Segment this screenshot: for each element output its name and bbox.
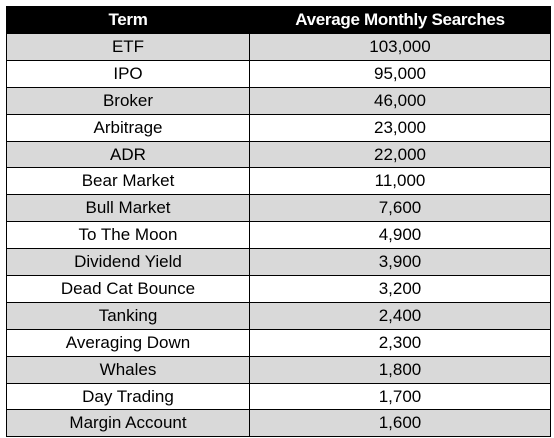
table-row: Bull Market 7,600 bbox=[6, 194, 551, 223]
searches-cell: 1,600 bbox=[249, 409, 551, 438]
searches-cell: 7,600 bbox=[249, 194, 551, 223]
term-cell: Averaging Down bbox=[6, 328, 250, 357]
table-row: To The Moon 4,900 bbox=[6, 221, 551, 250]
header-average-monthly-searches: Average Monthly Searches bbox=[249, 6, 551, 34]
table-row: Arbitrage 23,000 bbox=[6, 113, 551, 142]
searches-cell: 23,000 bbox=[249, 113, 551, 142]
searches-cell: 11,000 bbox=[249, 167, 551, 196]
table-row: Tanking 2,400 bbox=[6, 301, 551, 330]
table-row: ETF 103,000 bbox=[6, 33, 551, 61]
term-cell: Margin Account bbox=[6, 409, 250, 438]
term-cell: IPO bbox=[6, 59, 250, 88]
search-terms-table: Term Average Monthly Searches ETF 103,000… bbox=[6, 6, 551, 438]
term-cell: To The Moon bbox=[6, 221, 250, 250]
searches-cell: 95,000 bbox=[249, 59, 551, 88]
searches-cell: 2,400 bbox=[249, 301, 551, 330]
term-cell: Dividend Yield bbox=[6, 248, 250, 277]
searches-cell: 46,000 bbox=[249, 86, 551, 115]
table-row: Broker 46,000 bbox=[6, 86, 551, 115]
table-row: ADR 22,000 bbox=[6, 140, 551, 169]
term-cell: Bear Market bbox=[6, 167, 250, 196]
term-cell: ADR bbox=[6, 140, 250, 169]
term-cell: Whales bbox=[6, 355, 250, 384]
term-cell: Day Trading bbox=[6, 382, 250, 411]
searches-cell: 3,900 bbox=[249, 248, 551, 277]
term-cell: Bull Market bbox=[6, 194, 250, 223]
searches-cell: 1,800 bbox=[249, 355, 551, 384]
header-term: Term bbox=[6, 6, 250, 34]
table-row: Whales 1,800 bbox=[6, 355, 551, 384]
table-row: IPO 95,000 bbox=[6, 59, 551, 88]
searches-cell: 22,000 bbox=[249, 140, 551, 169]
table-row: Bear Market 11,000 bbox=[6, 167, 551, 196]
term-cell: Dead Cat Bounce bbox=[6, 275, 250, 303]
searches-cell: 1,700 bbox=[249, 382, 551, 411]
table-header-row: Term Average Monthly Searches bbox=[6, 6, 551, 34]
searches-cell: 3,200 bbox=[249, 275, 551, 303]
table-row: Dividend Yield 3,900 bbox=[6, 248, 551, 277]
term-cell: Tanking bbox=[6, 301, 250, 330]
searches-cell: 4,900 bbox=[249, 221, 551, 250]
table-row: Averaging Down 2,300 bbox=[6, 328, 551, 357]
table-body: ETF 103,000 IPO 95,000 Broker 46,000 Arbitrage… bbox=[6, 33, 551, 438]
searches-cell: 2,300 bbox=[249, 328, 551, 357]
table-row: Margin Account 1,600 bbox=[6, 409, 551, 438]
table-row: Day Trading 1,700 bbox=[6, 382, 551, 411]
term-cell: Broker bbox=[6, 86, 250, 115]
term-cell: Arbitrage bbox=[6, 113, 250, 142]
table-row: Dead Cat Bounce 3,200 bbox=[6, 275, 551, 303]
term-cell: ETF bbox=[6, 33, 250, 61]
searches-cell: 103,000 bbox=[249, 33, 551, 61]
